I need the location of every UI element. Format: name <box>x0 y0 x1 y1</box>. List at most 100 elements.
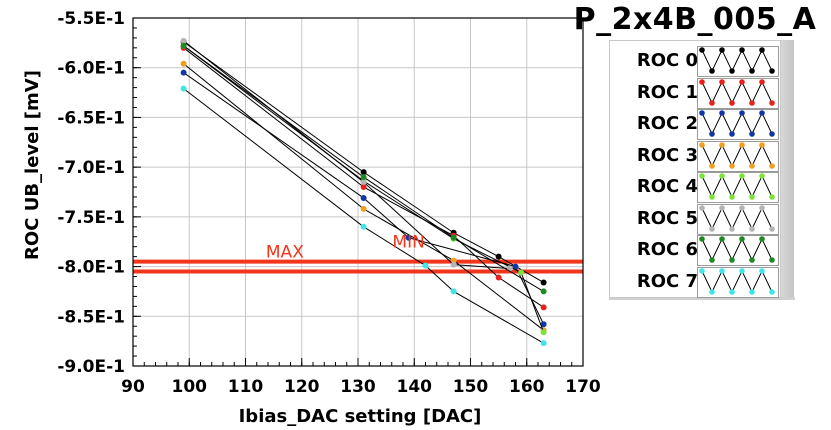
axes: 90 100 110 120 130 140 150 160 170 -5.5E-1 -6.0E-1… <box>57 9 601 397</box>
data-point <box>180 37 187 44</box>
series-segment <box>363 180 454 240</box>
data-point <box>495 274 502 281</box>
legend-swatch <box>697 203 779 235</box>
series-segment <box>183 88 364 228</box>
data-point <box>360 223 367 230</box>
series-segment <box>425 265 454 292</box>
legend-item: ROC 4 <box>610 171 780 203</box>
data-point <box>540 321 547 328</box>
x-tick-label: 130 <box>340 377 376 397</box>
x-tick-label: 120 <box>284 377 320 397</box>
legend-item: ROC 5 <box>610 203 780 235</box>
series-segment <box>453 290 544 344</box>
legend-swatch <box>697 140 779 172</box>
x-tick-label: 140 <box>397 377 433 397</box>
legend-shadow-bottom <box>609 297 795 300</box>
series-segment <box>183 47 364 188</box>
plot-frame <box>132 17 584 367</box>
x-axis-label: Ibias_DAC setting [DAC] <box>239 406 482 427</box>
data-point <box>405 234 412 241</box>
data-point <box>506 265 513 272</box>
y-tick-label: -8.0E-1 <box>57 258 125 278</box>
legend-item: ROC 6 <box>610 234 780 266</box>
series-segment <box>363 197 409 239</box>
legend-label: ROC 0 <box>636 50 698 71</box>
x-tick-label: 100 <box>172 377 208 397</box>
annotation-max: MAX <box>266 243 304 263</box>
series-segment <box>363 171 454 234</box>
data-point <box>518 269 525 276</box>
series-segment <box>183 41 364 173</box>
series-segment <box>453 264 510 270</box>
data-point <box>180 85 187 92</box>
data-point <box>360 184 367 191</box>
legend-swatch <box>697 77 779 109</box>
data-point <box>180 60 187 67</box>
data-point <box>360 174 367 181</box>
series-segment <box>363 181 454 265</box>
y-tick-label: -7.5E-1 <box>57 208 125 228</box>
data-point <box>540 340 547 347</box>
data-point <box>540 304 547 311</box>
y-axis-label: ROC UB_level [mV] <box>22 70 43 260</box>
legend-label: ROC 2 <box>636 113 698 134</box>
chart-title: P_2x4B_005_A <box>573 2 817 37</box>
series-segment <box>520 272 545 333</box>
y-tick-label: -5.5E-1 <box>57 9 125 29</box>
legend-shadow <box>780 40 794 298</box>
annotation-min: MIN <box>392 233 424 253</box>
legend-swatch <box>697 109 779 140</box>
data-point <box>180 69 187 76</box>
series-segment <box>408 237 516 268</box>
data-point <box>540 279 547 286</box>
data-point <box>360 179 367 186</box>
x-tick-label: 110 <box>228 377 264 397</box>
x-tick-label: 170 <box>565 377 601 397</box>
legend-label: ROC 4 <box>636 176 698 197</box>
legend-item: ROC 0 <box>610 45 780 77</box>
legend-swatch <box>697 235 779 266</box>
legend-label: ROC 5 <box>636 207 698 229</box>
data-point <box>422 262 429 269</box>
y-tick-label: -9.0E-1 <box>57 357 125 377</box>
legend: ROC 0 ROC 1 ROC 2 ROC 3 ROC 4 ROC 5 ROC 6 ROC 7 <box>609 40 781 298</box>
series-5 <box>180 37 513 272</box>
data-point <box>450 261 457 268</box>
series-segment <box>183 45 364 178</box>
x-tick-label: 150 <box>453 377 489 397</box>
data-point <box>360 205 367 212</box>
data-point <box>360 169 367 176</box>
series-segment <box>363 226 426 267</box>
legend-item: ROC 7 <box>610 266 780 298</box>
legend-swatch <box>697 266 779 298</box>
data-point <box>180 42 187 49</box>
data-point <box>540 329 547 336</box>
x-tick-label: 160 <box>509 377 545 397</box>
series-segment <box>453 260 544 331</box>
series-segment <box>453 237 544 292</box>
legend-item: ROC 2 <box>610 108 780 140</box>
data-point <box>512 263 519 270</box>
data-point <box>540 288 547 295</box>
y-tick-label: -6.0E-1 <box>57 59 125 79</box>
y-tick-label: -6.5E-1 <box>57 108 125 128</box>
series-group: MAX MIN <box>180 37 547 347</box>
series-segment <box>363 208 454 262</box>
data-point <box>450 234 457 241</box>
x-tick-label: 90 <box>121 377 145 397</box>
data-point <box>450 288 457 295</box>
grid <box>133 18 583 366</box>
series-segment <box>363 176 454 239</box>
legend-item: ROC 3 <box>610 140 780 172</box>
legend-item: ROC 1 <box>610 77 780 109</box>
y-tick-label: -7.0E-1 <box>57 158 125 178</box>
series-0 <box>180 38 547 286</box>
y-tick-label: -8.5E-1 <box>57 307 125 327</box>
legend-label: ROC 6 <box>636 239 698 260</box>
series-2 <box>180 69 547 328</box>
legend-swatch <box>697 46 779 77</box>
series-segment <box>183 72 364 199</box>
legend-label: ROC 7 <box>636 270 698 292</box>
series-segment <box>453 232 499 258</box>
